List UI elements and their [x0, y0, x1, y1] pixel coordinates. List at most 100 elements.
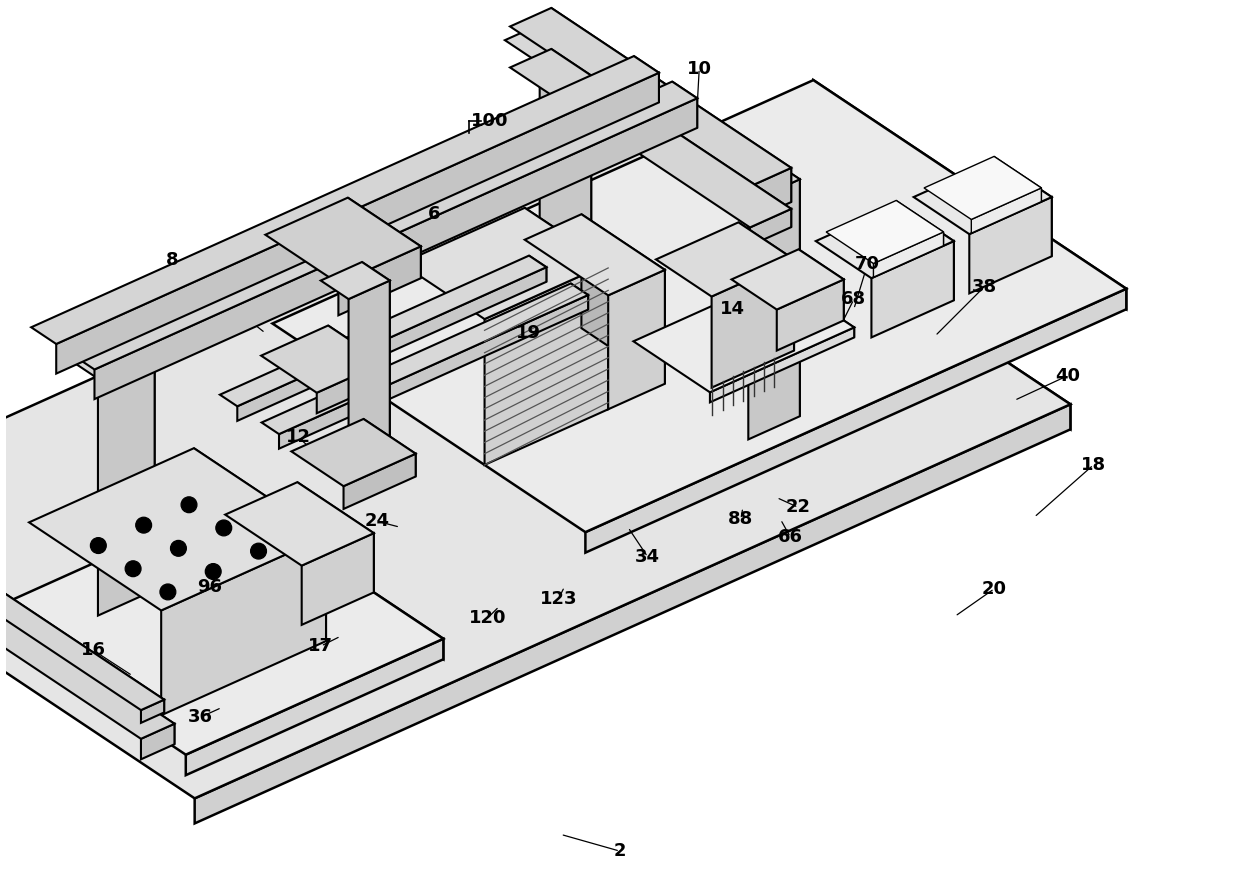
Text: 68: 68 — [841, 290, 867, 308]
Text: 20: 20 — [982, 580, 1007, 598]
Polygon shape — [816, 204, 954, 278]
Polygon shape — [505, 17, 591, 63]
Polygon shape — [298, 482, 373, 593]
Text: 34: 34 — [635, 548, 660, 566]
Polygon shape — [711, 327, 854, 403]
Polygon shape — [69, 82, 697, 370]
Polygon shape — [653, 127, 1070, 429]
Polygon shape — [347, 198, 420, 278]
Polygon shape — [873, 232, 944, 277]
Polygon shape — [401, 208, 608, 319]
Polygon shape — [29, 448, 326, 610]
Polygon shape — [485, 264, 608, 465]
Polygon shape — [234, 500, 444, 659]
Polygon shape — [291, 419, 415, 486]
Circle shape — [250, 544, 267, 559]
Polygon shape — [141, 699, 164, 723]
Polygon shape — [898, 204, 954, 300]
Polygon shape — [585, 289, 1126, 552]
Polygon shape — [557, 17, 591, 277]
Polygon shape — [776, 280, 843, 350]
Polygon shape — [539, 40, 591, 300]
Polygon shape — [195, 405, 1070, 823]
Circle shape — [160, 584, 176, 600]
Polygon shape — [525, 208, 608, 409]
Polygon shape — [765, 156, 800, 416]
Polygon shape — [329, 325, 383, 383]
Text: 120: 120 — [469, 609, 506, 627]
Polygon shape — [750, 168, 791, 221]
Polygon shape — [582, 214, 665, 384]
Polygon shape — [872, 241, 954, 338]
Text: 8: 8 — [166, 250, 179, 269]
Text: 100: 100 — [470, 112, 508, 130]
Text: 19: 19 — [516, 324, 542, 342]
Polygon shape — [777, 276, 854, 338]
Polygon shape — [0, 500, 444, 755]
Text: 22: 22 — [786, 498, 811, 517]
Polygon shape — [552, 8, 791, 202]
Polygon shape — [56, 73, 658, 373]
Polygon shape — [94, 98, 697, 399]
Polygon shape — [186, 639, 444, 775]
Polygon shape — [570, 283, 588, 309]
Polygon shape — [813, 80, 1126, 309]
Polygon shape — [226, 482, 373, 566]
Text: 24: 24 — [365, 512, 389, 530]
Polygon shape — [141, 723, 175, 759]
Polygon shape — [0, 503, 164, 713]
Polygon shape — [826, 200, 944, 264]
Text: 66: 66 — [777, 528, 802, 546]
Polygon shape — [363, 419, 415, 477]
Text: 2: 2 — [614, 842, 626, 860]
Polygon shape — [924, 157, 1042, 219]
Polygon shape — [31, 56, 658, 344]
Text: 18: 18 — [1081, 456, 1106, 474]
Text: 16: 16 — [81, 641, 105, 659]
Polygon shape — [525, 214, 665, 295]
Text: 12: 12 — [285, 428, 310, 446]
Text: 38: 38 — [972, 277, 997, 296]
Polygon shape — [60, 328, 155, 379]
Polygon shape — [301, 533, 373, 625]
Polygon shape — [161, 536, 326, 715]
Text: 6: 6 — [428, 205, 440, 223]
Polygon shape — [193, 448, 326, 642]
Polygon shape — [994, 157, 1042, 201]
Polygon shape — [0, 527, 175, 739]
Polygon shape — [265, 198, 420, 283]
Polygon shape — [914, 160, 1052, 234]
Polygon shape — [748, 179, 800, 439]
Polygon shape — [634, 276, 854, 392]
Polygon shape — [0, 127, 1070, 798]
Text: 17: 17 — [309, 637, 334, 655]
Polygon shape — [799, 249, 843, 321]
Polygon shape — [279, 295, 588, 449]
Text: 36: 36 — [187, 708, 212, 726]
Polygon shape — [117, 328, 155, 590]
Circle shape — [91, 537, 107, 553]
Polygon shape — [510, 49, 791, 227]
Polygon shape — [529, 256, 547, 282]
Polygon shape — [672, 82, 697, 128]
Polygon shape — [219, 256, 547, 406]
Polygon shape — [321, 262, 389, 299]
Text: 123: 123 — [539, 590, 578, 608]
Polygon shape — [656, 223, 794, 297]
Text: 88: 88 — [728, 511, 754, 528]
Polygon shape — [237, 267, 547, 421]
Polygon shape — [343, 454, 415, 509]
Polygon shape — [0, 503, 164, 710]
Polygon shape — [897, 200, 944, 246]
Polygon shape — [273, 80, 1126, 532]
Polygon shape — [339, 246, 420, 315]
Polygon shape — [98, 353, 155, 616]
Circle shape — [171, 541, 186, 556]
Polygon shape — [262, 325, 383, 393]
Text: 70: 70 — [856, 255, 880, 273]
Polygon shape — [713, 156, 800, 202]
Text: 14: 14 — [719, 300, 744, 318]
Polygon shape — [738, 223, 794, 350]
Polygon shape — [712, 259, 794, 388]
Polygon shape — [348, 281, 389, 495]
